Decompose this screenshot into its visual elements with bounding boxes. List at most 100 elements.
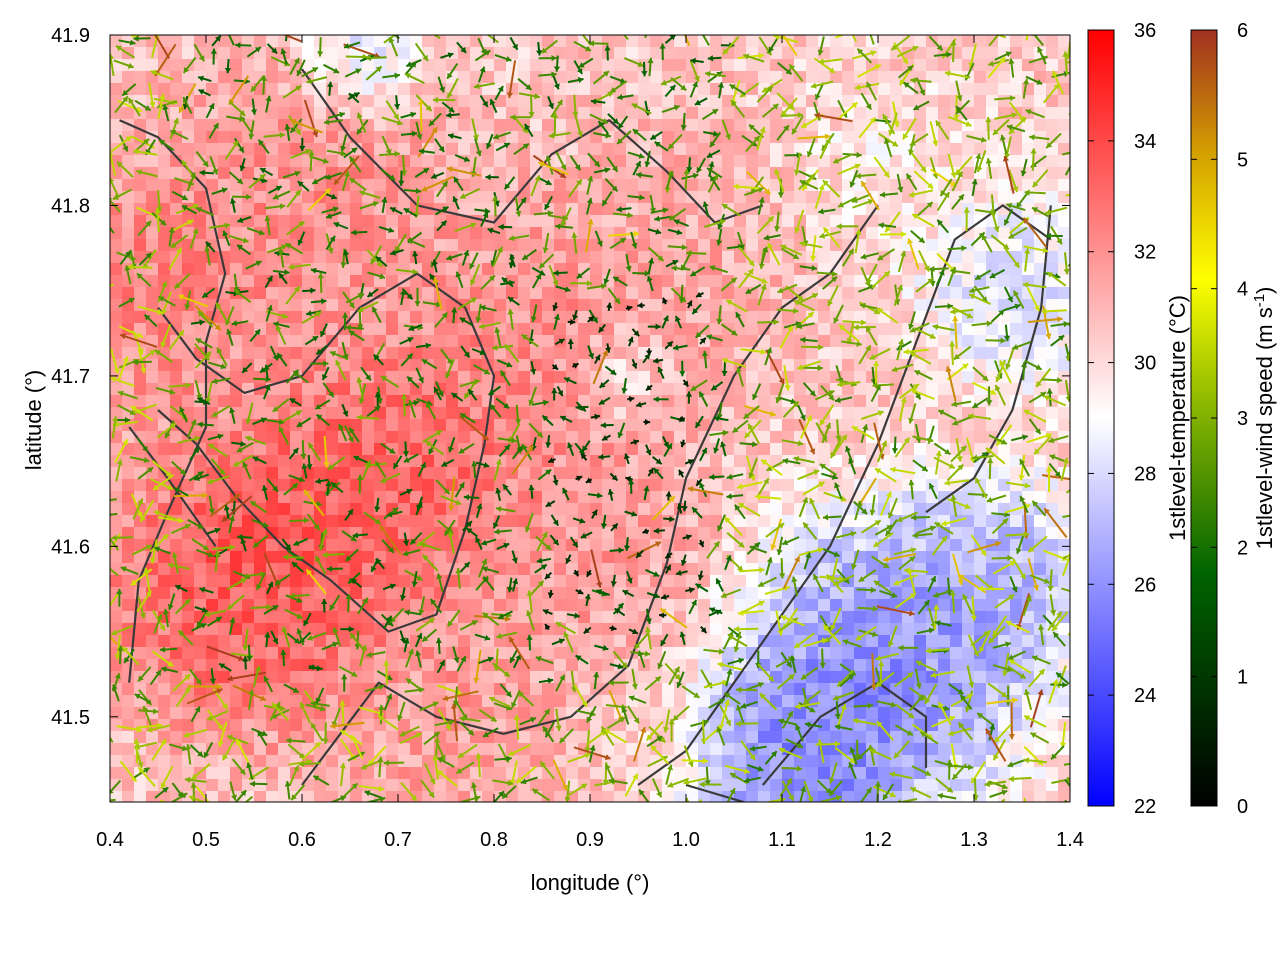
heat-cell [806,659,819,672]
heat-cell [1058,167,1070,180]
heat-cell [758,647,771,660]
heat-cell [170,395,183,408]
heat-cell [278,479,291,492]
heat-cell [878,767,891,780]
heat-cell [590,419,603,432]
heat-cell [470,107,483,120]
heat-cell [1058,95,1070,108]
heat-cell [530,83,543,96]
heat-cell [578,635,591,648]
heat-cell [254,191,267,204]
heat-cell [818,215,831,228]
heat-cell [890,659,903,672]
heat-cell [590,611,603,624]
heat-cell [722,455,735,468]
heat-cell [590,491,603,504]
heat-cell [866,731,879,744]
heat-cell [662,575,675,588]
heat-cell [686,143,699,156]
heat-cell [1010,323,1023,336]
heat-cell [146,779,159,792]
heat-cell [398,299,411,312]
heat-cell [686,227,699,240]
heat-cell [854,59,867,72]
heat-cell [782,479,795,492]
heat-cell [806,215,819,228]
heat-cell [782,143,795,156]
heat-cell [554,659,567,672]
heat-cell [974,347,987,360]
heat-cell [422,755,435,768]
heat-cell [338,155,351,168]
heat-cell [650,83,663,96]
heat-cell [530,143,543,156]
heat-cell [782,83,795,96]
heat-cell [1046,167,1059,180]
heat-cell [158,371,171,384]
heat-cell [950,131,963,144]
heat-cell [158,575,171,588]
heat-cell [638,323,651,336]
heat-cell [734,491,747,504]
heat-cell [806,671,819,684]
heat-cell [650,647,663,660]
heat-cell [986,251,999,264]
heat-cell [710,203,723,216]
heat-cell [182,131,195,144]
heat-cell [290,311,303,324]
heat-cell [170,203,183,216]
heat-cell [650,179,663,192]
heat-cell [470,95,483,108]
heat-cell [758,731,771,744]
heat-cell [974,671,987,684]
heat-cell [566,215,579,228]
heat-cell [998,347,1011,360]
heat-cell [1058,419,1070,432]
heat-cell [254,203,267,216]
heat-cell [938,563,951,576]
heat-cell [110,551,123,564]
heat-cell [362,575,375,588]
heat-cell [842,731,855,744]
heat-cell [1034,491,1047,504]
heat-cell [1046,299,1059,312]
heat-cell [782,179,795,192]
heat-cell [242,323,255,336]
heat-cell [902,455,915,468]
heat-cell [254,551,267,564]
heat-cell [434,551,447,564]
heat-cell [554,743,567,756]
heat-cell [434,59,447,72]
heat-cell [554,131,567,144]
heat-cell [686,323,699,336]
heat-cell [854,659,867,672]
heat-cell [398,431,411,444]
heat-cell [206,215,219,228]
heat-cell [626,383,639,396]
heat-cell [1034,551,1047,564]
heat-cell [182,107,195,120]
heat-cell [722,503,735,516]
heat-cell [542,83,555,96]
heat-cell [626,203,639,216]
heat-cell [710,275,723,288]
heat-cell [374,119,387,132]
heat-cell [242,551,255,564]
heat-cell [482,467,495,480]
heat-cell [974,599,987,612]
heat-cell [902,419,915,432]
heat-cell [950,443,963,456]
heat-cell [818,167,831,180]
heat-cell [590,299,603,312]
heat-cell [110,131,123,144]
heat-cell [230,551,243,564]
heat-cell [158,179,171,192]
heat-cell [590,467,603,480]
heat-cell [110,611,123,624]
heat-cell [578,167,591,180]
heat-cell [650,479,663,492]
heat-cell [830,167,843,180]
heat-cell [134,215,147,228]
heat-cell [698,743,711,756]
heat-cell [710,59,723,72]
